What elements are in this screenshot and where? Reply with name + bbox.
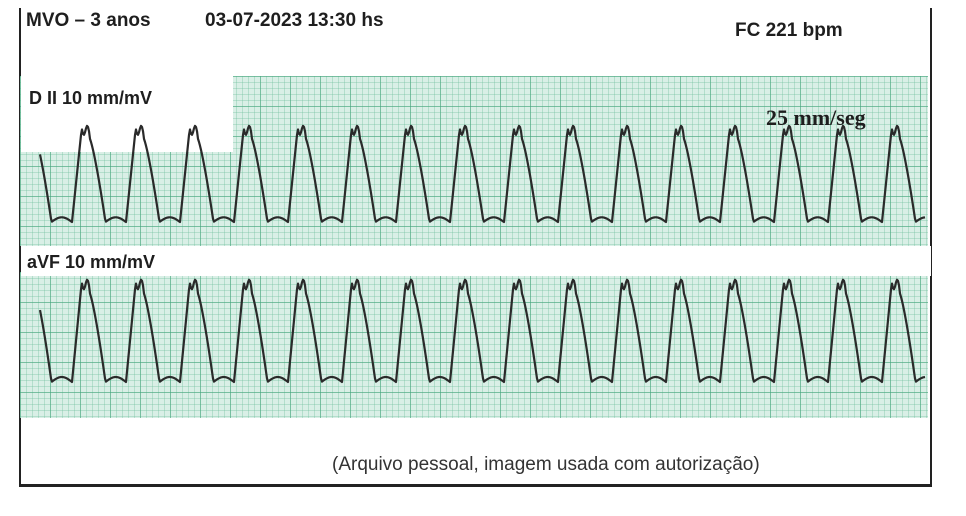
lead-label-avf: aVF 10 mm/mV xyxy=(21,246,931,276)
ecg-grid-lead-2 xyxy=(20,272,928,418)
patient-label: MVO – 3 anos xyxy=(26,10,151,31)
image-caption: (Arquivo pessoal, imagem usada com autor… xyxy=(332,454,760,475)
lead-label-dii: D II 10 mm/mV xyxy=(21,76,233,152)
paper-speed-label: 25 mm/seg xyxy=(766,105,866,130)
datetime-label: 03-07-2023 13:30 hs xyxy=(205,10,384,31)
heart-rate-label: FC 221 bpm xyxy=(735,20,843,41)
